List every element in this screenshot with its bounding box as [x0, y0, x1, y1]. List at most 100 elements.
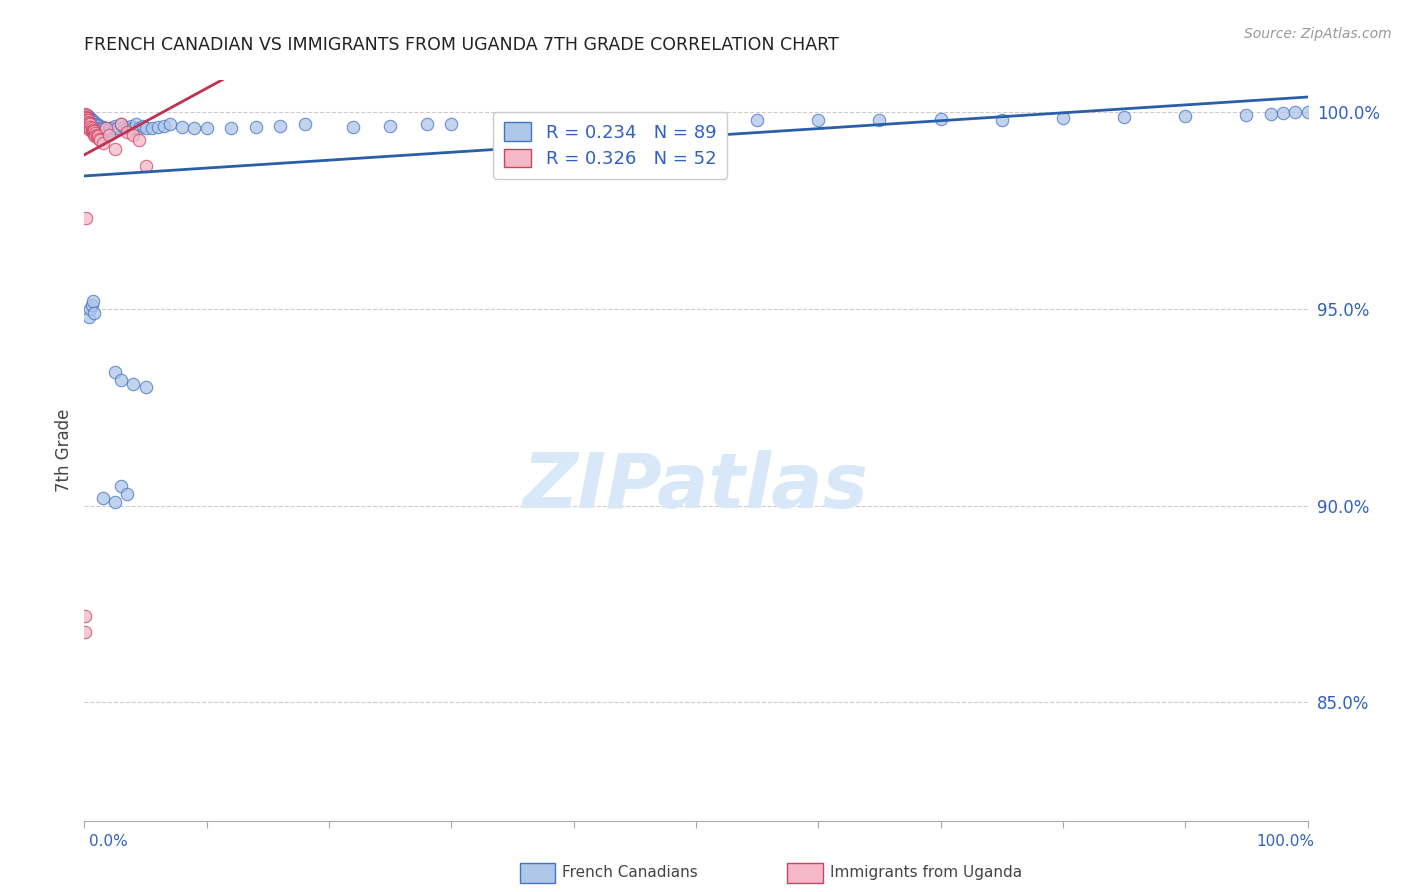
- Point: [104, 119, 127, 133]
- Point: [122, 128, 145, 142]
- Point: [97, 128, 120, 143]
- Point: [89, 120, 111, 135]
- Point: [82, 114, 104, 128]
- Point: [79, 114, 101, 128]
- Point: [77, 119, 100, 133]
- Point: [77, 119, 100, 133]
- Point: [77, 117, 100, 131]
- Point: [87, 121, 110, 136]
- Point: [991, 112, 1014, 127]
- Point: [77, 110, 100, 124]
- Point: [440, 117, 463, 131]
- Text: Immigrants from Uganda: Immigrants from Uganda: [830, 865, 1022, 880]
- Point: [562, 117, 585, 131]
- Point: [122, 376, 145, 391]
- Point: [1284, 105, 1306, 120]
- Point: [91, 136, 114, 151]
- Point: [86, 117, 108, 131]
- Point: [75, 608, 97, 623]
- Point: [115, 125, 138, 139]
- Point: [91, 491, 114, 505]
- Point: [75, 624, 97, 639]
- Point: [685, 114, 707, 128]
- Point: [120, 119, 142, 133]
- Point: [75, 112, 97, 127]
- Point: [77, 310, 100, 324]
- Point: [132, 119, 155, 133]
- Point: [87, 131, 110, 145]
- Point: [75, 112, 97, 126]
- Point: [87, 118, 110, 132]
- Point: [77, 112, 100, 126]
- Point: [624, 116, 647, 130]
- Point: [86, 130, 108, 145]
- Point: [135, 120, 157, 135]
- Point: [83, 115, 105, 129]
- Text: Source: ZipAtlas.com: Source: ZipAtlas.com: [1244, 27, 1392, 41]
- Point: [245, 120, 267, 134]
- Point: [135, 159, 157, 173]
- Point: [172, 120, 194, 134]
- Point: [159, 117, 181, 131]
- Point: [128, 121, 150, 136]
- Point: [110, 479, 132, 493]
- Point: [1296, 104, 1319, 119]
- Point: [146, 120, 169, 134]
- Point: [76, 111, 98, 125]
- Point: [94, 122, 117, 136]
- Point: [93, 121, 115, 136]
- Point: [135, 380, 157, 394]
- Point: [91, 120, 114, 134]
- Point: [79, 111, 101, 125]
- Point: [84, 129, 107, 144]
- Point: [103, 121, 125, 136]
- Point: [77, 110, 100, 124]
- Point: [104, 365, 127, 379]
- Point: [153, 119, 176, 133]
- Point: [80, 116, 103, 130]
- Point: [75, 111, 97, 125]
- Point: [82, 117, 104, 131]
- Text: 0.0%: 0.0%: [89, 834, 128, 849]
- Point: [1260, 107, 1282, 121]
- Point: [86, 120, 108, 135]
- Point: [82, 122, 104, 136]
- Point: [76, 108, 98, 122]
- Point: [1236, 108, 1258, 122]
- Point: [97, 121, 120, 136]
- Point: [77, 114, 100, 128]
- Point: [416, 117, 439, 131]
- Point: [98, 123, 121, 137]
- Point: [110, 117, 132, 131]
- Point: [77, 120, 100, 135]
- Point: [89, 133, 111, 147]
- Point: [75, 113, 97, 128]
- Point: [73, 107, 96, 121]
- Point: [342, 120, 364, 134]
- Y-axis label: 7th Grade: 7th Grade: [55, 409, 73, 492]
- Point: [79, 301, 101, 316]
- Point: [269, 119, 291, 133]
- Point: [1114, 110, 1136, 124]
- Point: [75, 108, 97, 122]
- Point: [83, 305, 105, 319]
- Text: 100.0%: 100.0%: [1257, 834, 1315, 849]
- Point: [115, 487, 138, 501]
- Point: [80, 120, 103, 135]
- Point: [1174, 109, 1197, 123]
- Point: [183, 121, 205, 136]
- Point: [76, 114, 98, 128]
- Point: [80, 112, 103, 127]
- Point: [128, 133, 150, 147]
- Point: [110, 373, 132, 387]
- Point: [90, 122, 112, 136]
- Point: [502, 117, 524, 131]
- Point: [76, 112, 98, 127]
- Point: [77, 113, 100, 128]
- Point: [219, 121, 242, 136]
- Point: [80, 298, 103, 312]
- Point: [75, 211, 97, 226]
- Point: [104, 142, 127, 156]
- Point: [76, 113, 98, 128]
- Point: [77, 117, 100, 131]
